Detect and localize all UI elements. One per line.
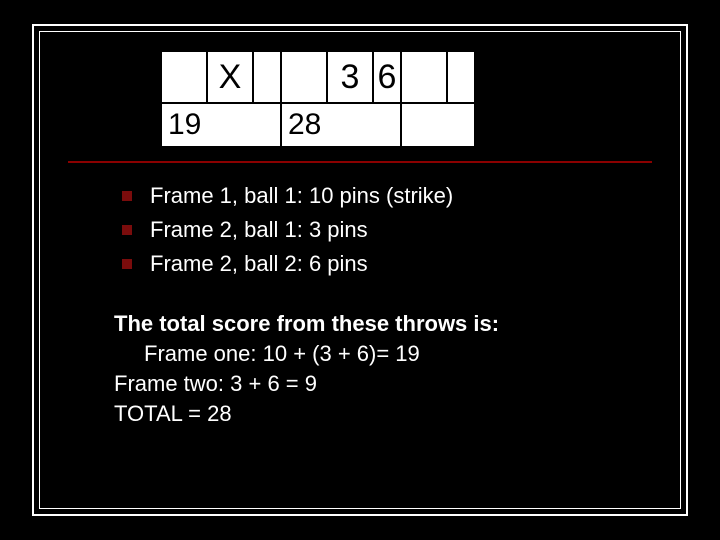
f3-cumulative (401, 103, 475, 147)
bowling-score: X 3 6 19 28 (160, 50, 476, 148)
score-row-cumulative: 19 28 (161, 103, 475, 147)
inner-border: X 3 6 19 28 (39, 31, 681, 509)
calc-total: TOTAL = 28 (114, 401, 652, 427)
bullet-text: Frame 2, ball 1: 3 pins (150, 217, 368, 243)
f1-ball2: X (207, 51, 253, 103)
calculation-block: The total score from these throws is: Fr… (114, 311, 652, 427)
f2-ball1 (281, 51, 327, 103)
f1-ball1 (161, 51, 207, 103)
bullet-marker-icon (122, 259, 132, 269)
calc-heading: The total score from these throws is: (114, 311, 652, 337)
bullet-list: Frame 1, ball 1: 10 pins (strike) Frame … (122, 183, 652, 277)
bullet-text: Frame 1, ball 1: 10 pins (strike) (150, 183, 453, 209)
score-row-balls: X 3 6 (161, 51, 475, 103)
bullet-text: Frame 2, ball 2: 6 pins (150, 251, 368, 277)
f1-ball3 (253, 51, 281, 103)
list-item: Frame 2, ball 1: 3 pins (122, 217, 652, 243)
f2-ball2: 3 (327, 51, 373, 103)
f2-cumulative: 28 (281, 103, 401, 147)
bullet-marker-icon (122, 191, 132, 201)
calc-frame-one: Frame one: 10 + (3 + 6)= 19 (114, 341, 652, 367)
bullet-marker-icon (122, 225, 132, 235)
f3-ball1 (401, 51, 447, 103)
score-table: X 3 6 19 28 (160, 50, 476, 148)
outer-border: X 3 6 19 28 (32, 24, 688, 516)
f3-ball3 (447, 51, 475, 103)
f2-ball3: 6 (373, 51, 401, 103)
calc-frame-two: Frame two: 3 + 6 = 9 (114, 371, 652, 397)
list-item: Frame 1, ball 1: 10 pins (strike) (122, 183, 652, 209)
title-underline (68, 161, 652, 163)
slide-content: X 3 6 19 28 (40, 32, 680, 508)
f1-cumulative: 19 (161, 103, 281, 147)
list-item: Frame 2, ball 2: 6 pins (122, 251, 652, 277)
